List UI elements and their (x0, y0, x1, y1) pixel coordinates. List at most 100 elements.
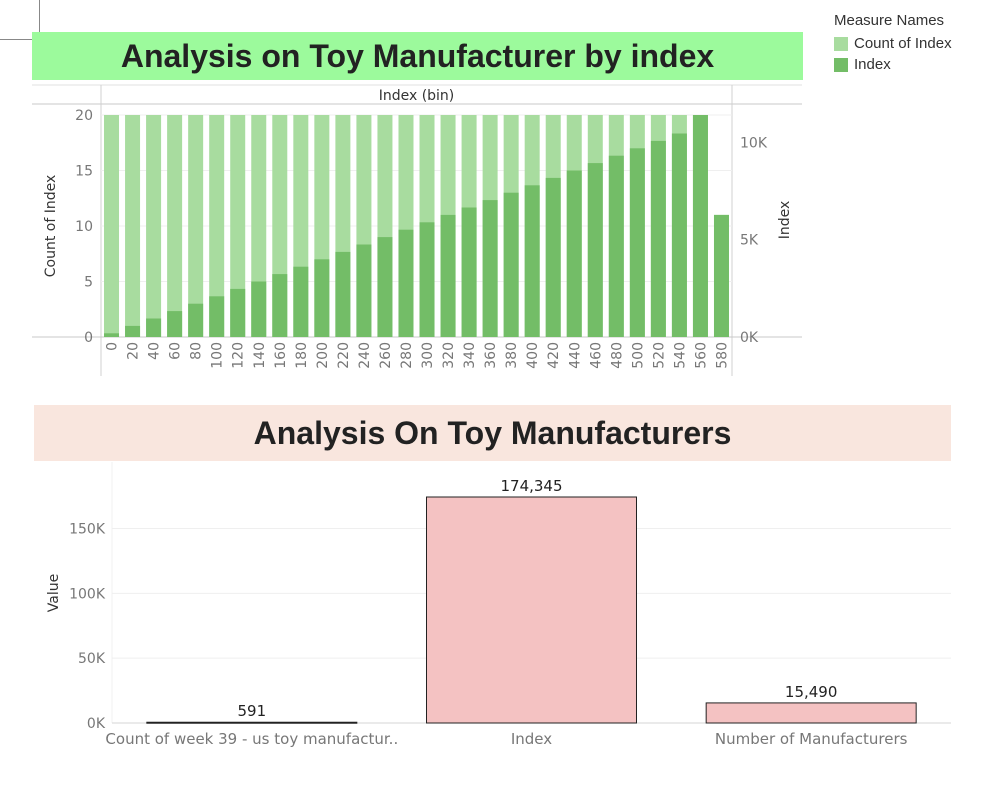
x-tick-label: 100 (210, 342, 226, 369)
x-tick-label: 0 (105, 342, 121, 351)
bar-index (398, 229, 414, 337)
x-tick-label: Index (511, 730, 552, 748)
bar-index (545, 177, 561, 337)
y2-tick-label: 5K (740, 233, 759, 249)
bar-index (314, 259, 330, 337)
legend-item-label: Count of Index (854, 35, 952, 52)
x-tick-label: 240 (357, 342, 373, 369)
x-axis-title: Index (bin) (379, 88, 455, 104)
x-tick-label: 220 (336, 342, 352, 369)
y-tick-label: 50K (78, 651, 106, 667)
y-tick-label: 150K (69, 522, 106, 538)
x-tick-label: 580 (714, 342, 730, 369)
bar-index (440, 214, 456, 337)
bar-index (188, 303, 204, 337)
bar-index (650, 140, 666, 337)
x-tick-label: 60 (168, 342, 184, 360)
bar-index (209, 296, 225, 337)
y-tick-label: 15 (75, 164, 93, 180)
bar-index (692, 115, 708, 337)
x-tick-label: 180 (294, 342, 310, 369)
bar-index (566, 170, 582, 337)
y-axis-title: Count of Index (43, 175, 59, 278)
x-tick-label: 320 (441, 342, 457, 369)
corner-marker (0, 0, 40, 40)
y2-tick-label: 10K (740, 135, 768, 151)
x-tick-label: 260 (378, 342, 394, 369)
bar-index (524, 185, 540, 337)
x-tick-label: 460 (588, 342, 604, 369)
bar-index (587, 163, 603, 337)
bar (705, 702, 917, 724)
bar-count-of-index (188, 115, 204, 337)
bar-index (503, 192, 519, 337)
x-tick-label: 420 (546, 342, 562, 369)
bar (426, 496, 637, 724)
legend: Measure Names Count of Index Index (834, 12, 952, 75)
bar-count-of-index (104, 115, 120, 337)
legend-item-label: Index (854, 56, 891, 73)
y-tick-label: 100K (69, 586, 106, 602)
bar-index (629, 148, 645, 337)
y-tick-label: 5 (84, 275, 93, 291)
x-tick-label: Number of Manufacturers (715, 730, 908, 748)
x-tick-label: 560 (693, 342, 709, 369)
x-tick-label: 160 (273, 342, 289, 369)
bar-count-of-index (167, 115, 183, 337)
bar-index (713, 214, 729, 337)
bar-index (335, 251, 351, 337)
bar-index (104, 333, 120, 337)
x-tick-label: 140 (252, 342, 268, 369)
index-bin-chart: Index (bin) 0 5 10 15 20 0K 5K 10K Count of Index… (32, 84, 802, 376)
top-chart-title: Analysis on Toy Manufacturer by index (32, 32, 803, 80)
y2-axis-title: Index (777, 201, 793, 240)
x-tick-label: Count of week 39 - us toy manufactur.. (105, 730, 398, 748)
bar-index (377, 237, 393, 337)
bar-count-of-index (125, 115, 141, 337)
bar-index (419, 222, 435, 337)
bar-index (251, 281, 267, 337)
x-tick-label: 300 (420, 342, 436, 369)
data-label: 174,345 (500, 477, 562, 495)
x-tick-label: 520 (651, 342, 667, 369)
legend-swatch (834, 36, 848, 51)
y-tick-label: 0 (84, 330, 93, 346)
bar-index (167, 311, 183, 337)
bar-index (461, 207, 477, 337)
legend-item-count-of-index[interactable]: Count of Index (834, 33, 952, 54)
legend-title: Measure Names (834, 12, 945, 29)
legend-swatch (834, 57, 848, 72)
x-tick-label: 40 (147, 342, 163, 360)
x-tick-label: 400 (525, 342, 541, 369)
bar-index (125, 325, 141, 337)
bar-index (356, 244, 372, 337)
bar-index (482, 200, 498, 337)
data-label: 591 (238, 702, 267, 720)
x-tick-label: 340 (462, 342, 478, 369)
y-axis-title: Value (46, 574, 62, 612)
y-tick-label: 20 (75, 108, 93, 124)
y-tick-label: 0K (87, 716, 106, 732)
bar-index (146, 318, 162, 337)
x-tick-label: 360 (483, 342, 499, 369)
bar (146, 721, 358, 724)
x-tick-label: 500 (630, 342, 646, 369)
x-tick-label: 120 (231, 342, 247, 369)
x-tick-label: 440 (567, 342, 583, 369)
bar-count-of-index (230, 115, 246, 337)
bar-index (230, 288, 246, 337)
x-tick-label: 540 (672, 342, 688, 369)
bottom-chart-title: Analysis On Toy Manufacturers (34, 405, 951, 461)
bar-count-of-index (209, 115, 225, 337)
data-label: 15,490 (785, 683, 838, 701)
bar-index (671, 133, 687, 337)
x-tick-label: 20 (126, 342, 142, 360)
x-tick-label: 480 (609, 342, 625, 369)
x-tick-label: 80 (189, 342, 205, 360)
x-tick-label: 200 (315, 342, 331, 369)
legend-item-index[interactable]: Index (834, 54, 952, 75)
x-tick-label: 280 (399, 342, 415, 369)
y2-tick-label: 0K (740, 330, 759, 346)
y-tick-label: 10 (75, 219, 93, 235)
